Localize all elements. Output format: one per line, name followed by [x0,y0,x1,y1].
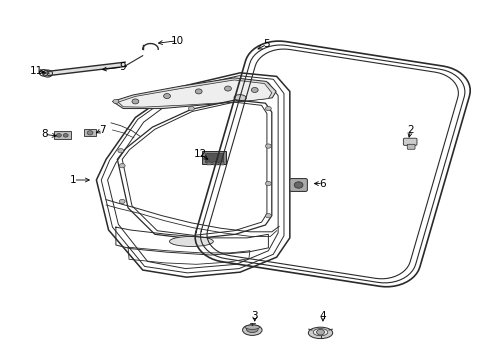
Circle shape [63,134,68,137]
Text: 10: 10 [171,36,184,46]
Text: 3: 3 [251,311,258,321]
Polygon shape [47,62,126,76]
Polygon shape [118,80,272,107]
Text: 2: 2 [407,125,414,135]
Text: 5: 5 [264,39,270,49]
Ellipse shape [234,95,246,101]
FancyBboxPatch shape [290,179,307,192]
Text: 7: 7 [99,125,106,135]
FancyBboxPatch shape [403,138,417,145]
Circle shape [266,107,271,111]
Text: 9: 9 [119,62,125,72]
Text: 6: 6 [319,179,326,189]
Ellipse shape [245,325,260,329]
Circle shape [118,149,123,153]
Circle shape [317,329,324,335]
Circle shape [189,107,195,111]
Ellipse shape [243,325,262,336]
Ellipse shape [170,237,213,247]
Circle shape [224,86,231,91]
Circle shape [266,213,271,218]
Circle shape [266,181,271,186]
FancyBboxPatch shape [205,153,222,162]
Circle shape [56,134,61,137]
Ellipse shape [246,326,258,333]
Circle shape [119,163,125,168]
FancyBboxPatch shape [54,131,71,139]
Circle shape [42,71,46,74]
Ellipse shape [313,329,328,336]
Circle shape [266,144,271,148]
Circle shape [43,70,52,77]
FancyBboxPatch shape [219,162,224,165]
FancyBboxPatch shape [202,151,225,164]
FancyBboxPatch shape [84,129,96,136]
Circle shape [251,87,258,93]
FancyBboxPatch shape [407,144,415,149]
Circle shape [113,99,119,104]
Circle shape [294,182,303,188]
Polygon shape [113,78,276,109]
Text: 12: 12 [194,149,207,159]
Circle shape [196,89,202,94]
Ellipse shape [308,327,333,339]
FancyBboxPatch shape [213,162,218,165]
Text: 11: 11 [30,66,43,76]
Circle shape [132,99,139,104]
Text: 4: 4 [319,311,326,321]
Text: 8: 8 [41,129,48,139]
Circle shape [87,131,93,135]
Circle shape [164,94,171,99]
Circle shape [119,199,125,203]
Text: 1: 1 [70,175,77,185]
FancyBboxPatch shape [206,162,211,165]
